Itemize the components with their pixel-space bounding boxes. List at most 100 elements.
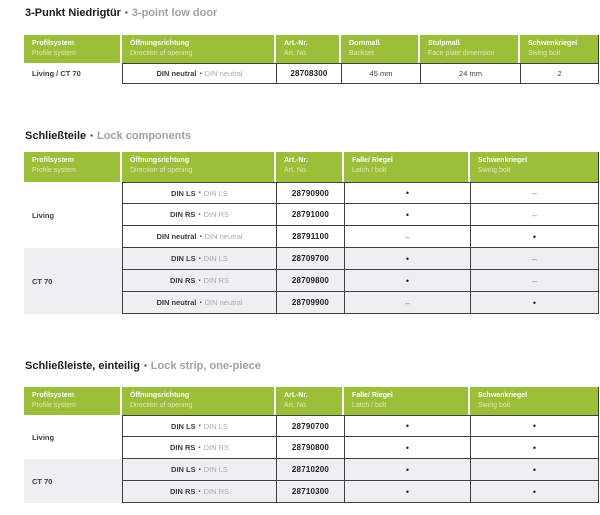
- cell-profile-system: Living: [32, 432, 55, 442]
- header-label-de: Schwenkriegel: [478, 392, 528, 399]
- header-label-de: Öffnungsrichtung: [130, 392, 190, 399]
- header-label-de: Stulpmaß: [428, 40, 460, 47]
- header-label-en: Swing bolt: [478, 402, 511, 410]
- section-title-de: 3-Punkt Niedrigtür: [25, 7, 121, 19]
- table-row-group-ct70: CT 70 DIN LS ▪ DIN LS 28709700 • – DIN RS ▪…: [24, 248, 598, 314]
- header-label-de: Öffnungsrichtung: [130, 157, 190, 164]
- cell-swing-bolt: •: [470, 226, 598, 248]
- section-title-en: Lock strip, one-piece: [150, 360, 261, 372]
- section-title-en: 3-point low door: [131, 7, 218, 19]
- cell-latch-bolt: •: [344, 415, 470, 437]
- section-title-en: Lock components: [96, 130, 192, 142]
- header-label-de: Profilsystem: [32, 40, 75, 47]
- cell-swing-bolt: –: [470, 270, 598, 292]
- table-row-group: Living / CT 70 DIN neutral ▪ DIN neutral 2…: [24, 63, 598, 84]
- header-label-en: Direction of opening: [130, 167, 193, 175]
- cell-swing-bolt: 2: [520, 63, 598, 84]
- cell-opening-direction: DIN RS ▪ DIN RS: [122, 204, 276, 226]
- column-header-schwenkriegel: Schwenkriegel Swing bolt: [470, 152, 598, 182]
- cell-swing-bolt: •: [470, 292, 598, 314]
- cell-profile-system: Living: [32, 210, 55, 220]
- header-label-de: Profilsystem: [32, 392, 75, 399]
- header-label-en: Profile system: [32, 402, 76, 410]
- cell-latch-bolt: •: [344, 437, 470, 459]
- cell-opening-direction: DIN RS ▪ DIN RS: [122, 481, 276, 503]
- cell-latch-bolt: •: [344, 270, 470, 292]
- cell-latch-bolt: •: [344, 459, 470, 481]
- cell-latch-bolt: •: [344, 204, 470, 226]
- header-label-de: Profilsystem: [32, 157, 75, 164]
- cell-profile-system: CT 70: [32, 476, 53, 486]
- table-header-row: Profilsystem Profile system Öffnungsricht…: [24, 35, 598, 63]
- column-header-profilsystem: Profilsystem Profile system: [24, 152, 122, 182]
- cell-opening-direction: DIN LS ▪ DIN LS: [122, 459, 276, 481]
- table-3-point-low-door: Profilsystem Profile system Öffnungsricht…: [24, 35, 599, 84]
- header-label-en: Latch / bolt: [352, 167, 387, 175]
- header-label-en: Profile system: [32, 50, 76, 58]
- cell-opening-direction: DIN LS ▪ DIN LS: [122, 415, 276, 437]
- section-title-3-punkt-niedrigtuer: 3-Punkt Niedrigtür ▪ 3-point low door: [25, 7, 217, 19]
- cell-art-no: 28790800: [276, 437, 344, 459]
- header-label-de: Dornmaß: [349, 40, 380, 47]
- cell-art-no: 28710300: [276, 481, 344, 503]
- header-label-de: Öffnungsrichtung: [130, 40, 190, 47]
- header-label-en: Direction of opening: [130, 402, 193, 410]
- opening-en: DIN neutral: [204, 69, 243, 78]
- cell-art-no: 28790700: [276, 415, 344, 437]
- bullet-separator-icon: ▪: [124, 8, 128, 17]
- header-label-de: Art.-Nr.: [284, 40, 308, 47]
- table-lock-strip-one-piece: Profilsystem Profile system Öffnungsricht…: [24, 387, 599, 503]
- cell-art-no: 28710200: [276, 459, 344, 481]
- bullet-separator-icon: ▪: [199, 70, 202, 77]
- cell-art-no: 28790900: [276, 182, 344, 204]
- cell-art-no: 28709800: [276, 270, 344, 292]
- cell-swing-bolt: –: [470, 204, 598, 226]
- bullet-separator-icon: ▪: [199, 233, 202, 240]
- cell-art-no: 28791100: [276, 226, 344, 248]
- header-label-en: Latch / bolt: [352, 402, 387, 410]
- header-label-en: Direction of opening: [130, 50, 193, 58]
- cell-swing-bolt: –: [470, 248, 598, 270]
- column-header-oeffnungsrichtung: Öffnungsrichtung Direction of opening: [122, 35, 276, 63]
- cell-swing-bolt: •: [470, 481, 598, 503]
- bullet-separator-icon: ▪: [198, 444, 201, 451]
- header-label-de: Falle/ Riegel: [352, 157, 393, 164]
- header-label-de: Falle/ Riegel: [352, 392, 393, 399]
- header-label-en: Art. No.: [284, 50, 308, 58]
- bullet-separator-icon: ▪: [90, 131, 93, 140]
- column-header-art-nr: Art.-Nr. Art. No.: [276, 387, 344, 415]
- column-header-art-nr: Art.-Nr. Art. No.: [276, 152, 344, 182]
- table-lock-components: Profilsystem Profile system Öffnungsricht…: [24, 152, 599, 314]
- header-label-de: Art.-Nr.: [284, 157, 308, 164]
- cell-faceplate: 24 mm: [420, 63, 520, 84]
- header-label-de: Art.-Nr.: [284, 392, 308, 399]
- cell-latch-bolt: •: [344, 481, 470, 503]
- column-header-oeffnungsrichtung: Öffnungsrichtung Direction of opening: [122, 387, 276, 415]
- header-label-en: Art. No.: [284, 402, 308, 410]
- cell-swing-bolt: •: [470, 459, 598, 481]
- bullet-separator-icon: ▪: [199, 299, 202, 306]
- cell-art-no: 28709900: [276, 292, 344, 314]
- section-title-de: Schließteile: [25, 130, 87, 142]
- bullet-separator-icon: ▪: [198, 488, 201, 495]
- column-header-profilsystem: Profilsystem Profile system: [24, 35, 122, 63]
- cell-opening-direction: DIN LS ▪ DIN LS: [122, 248, 276, 270]
- column-header-schwenkriegel: Schwenkriegel Swing bolt: [520, 35, 598, 63]
- cell-opening-direction: DIN RS ▪ DIN RS: [122, 270, 276, 292]
- column-header-stulpmass: Stulpmaß Face plate dimension: [420, 35, 520, 63]
- bullet-separator-icon: ▪: [198, 190, 201, 196]
- cell-opening-direction: DIN neutral ▪ DIN neutral: [122, 226, 276, 248]
- table-header-row: Profilsystem Profile system Öffnungsricht…: [24, 387, 598, 415]
- bullet-separator-icon: ▪: [143, 361, 147, 370]
- cell-art-no: 28709700: [276, 248, 344, 270]
- cell-swing-bolt: –: [470, 182, 598, 204]
- cell-opening-direction: DIN neutral ▪ DIN neutral: [122, 63, 276, 84]
- header-label-en: Face plate dimension: [428, 50, 495, 58]
- cell-latch-bolt: •: [344, 182, 470, 204]
- section-title-schliessleiste: Schließleiste, einteilig ▪ Lock strip, one…: [25, 360, 261, 372]
- cell-profile-system: Living / CT 70: [32, 69, 81, 78]
- table-header-row: Profilsystem Profile system Öffnungsricht…: [24, 152, 598, 182]
- bullet-separator-icon: ▪: [198, 211, 201, 218]
- header-label-de: Schwenkriegel: [478, 157, 528, 164]
- opening-de: DIN neutral: [156, 69, 197, 78]
